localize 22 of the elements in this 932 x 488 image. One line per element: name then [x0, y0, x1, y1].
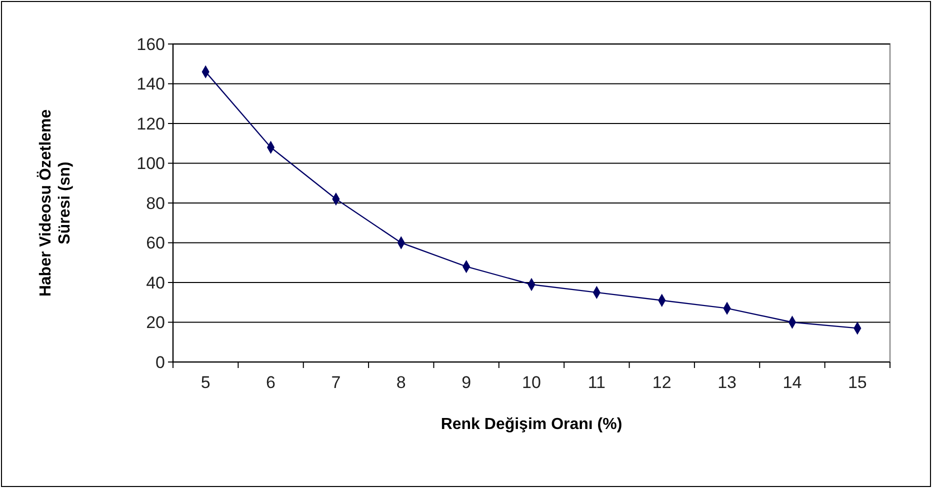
x-tick-label: 5 — [200, 373, 210, 392]
x-tick-label: 11 — [588, 373, 606, 392]
x-tick-label: 14 — [782, 373, 802, 392]
x-tick-label: 12 — [652, 373, 672, 392]
x-tick-label: 6 — [266, 373, 276, 392]
y-tick-label: 0 — [156, 352, 165, 372]
x-tick-label: 8 — [396, 373, 406, 392]
x-tick-label: 15 — [848, 373, 867, 392]
y-axis-title: Haber Videosu Özetleme Süresi (sn) — [36, 109, 74, 297]
x-tick-label: 13 — [718, 373, 737, 392]
y-tick-label: 140 — [136, 74, 165, 94]
y-tick-label: 160 — [136, 34, 165, 54]
x-tick-label: 10 — [522, 373, 541, 392]
y-tick-label: 80 — [146, 194, 165, 213]
x-axis-title: Renk Değişim Oranı (%) — [440, 416, 622, 433]
y-tick-label: 120 — [136, 114, 165, 134]
y-tick-label: 100 — [136, 154, 165, 174]
x-tick-label: 9 — [462, 373, 472, 392]
x-tick-label: 7 — [331, 373, 341, 392]
y-tick-label: 60 — [146, 234, 165, 253]
y-tick-label: 20 — [146, 313, 165, 332]
y-tick-label: 40 — [146, 273, 165, 292]
